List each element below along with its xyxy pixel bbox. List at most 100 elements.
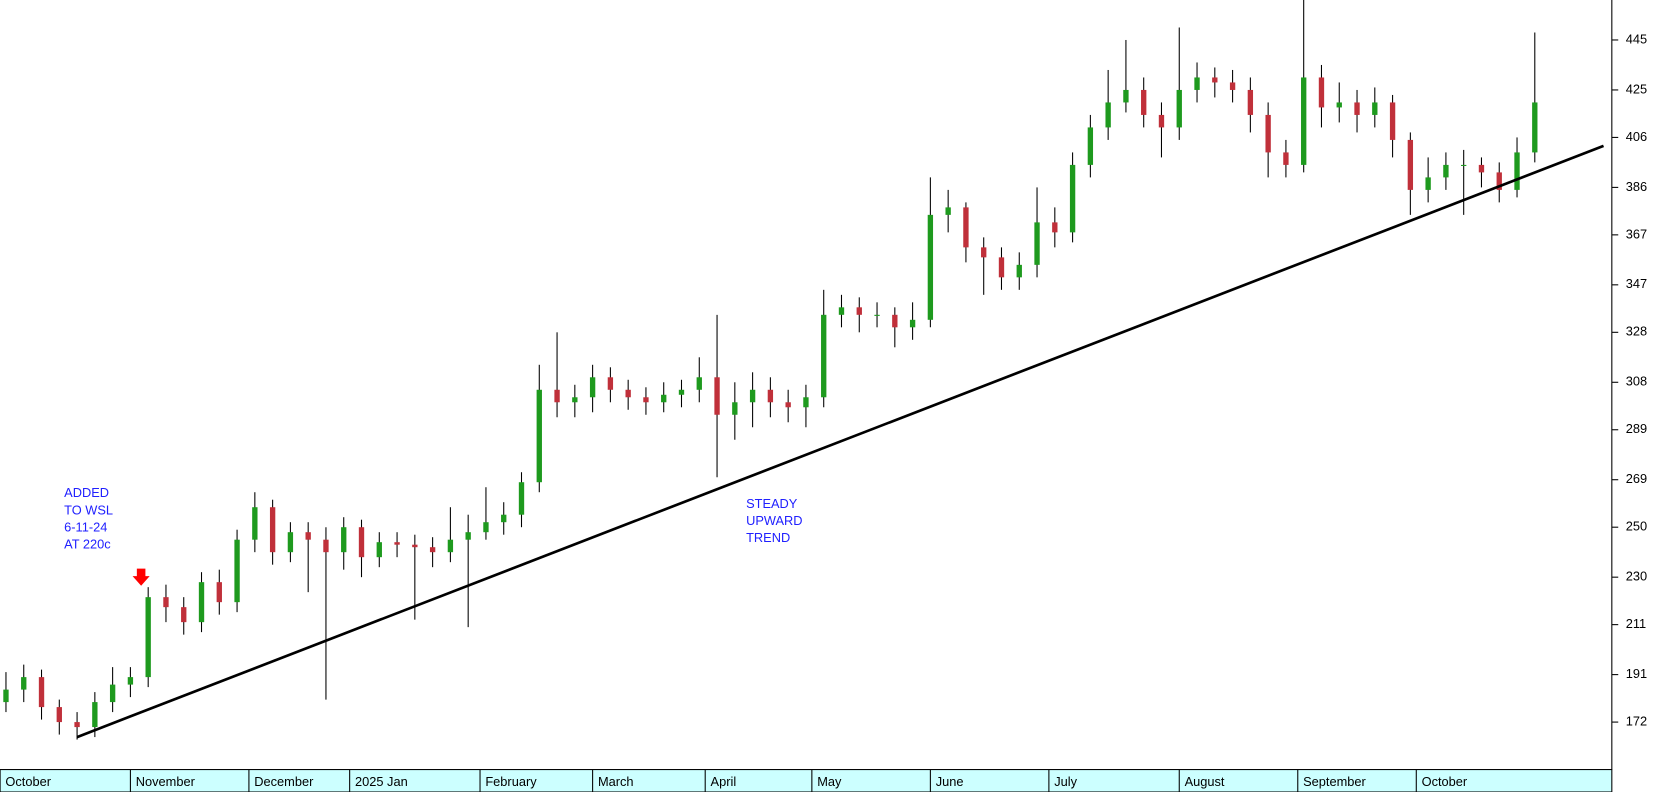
y-tick-label: 269 xyxy=(1626,471,1647,486)
candle-body xyxy=(572,397,578,403)
candle-body xyxy=(1105,102,1111,128)
candle-body xyxy=(838,307,845,315)
candle-body xyxy=(785,402,791,408)
candle-body xyxy=(3,689,9,703)
candle-body xyxy=(1194,77,1200,90)
candle-body xyxy=(1389,102,1396,140)
y-tick-label: 230 xyxy=(1626,569,1647,584)
candle-body xyxy=(945,207,951,215)
annotation-line: TO WSL xyxy=(64,502,113,517)
candle-body xyxy=(1141,89,1147,115)
x-tick-label: May xyxy=(817,774,842,789)
x-axis-band xyxy=(0,769,1613,792)
candle-body xyxy=(1532,102,1538,153)
x-tick-label: September xyxy=(1303,774,1366,789)
candle-body xyxy=(536,389,542,483)
annotation-line: 6-11-24 xyxy=(64,519,107,534)
candle-body xyxy=(607,377,614,390)
candle-body xyxy=(429,547,436,553)
annotation-line: STEADY xyxy=(746,496,798,511)
candle-body xyxy=(1407,139,1414,190)
annotation-line: ADDED xyxy=(64,485,109,500)
candle-body xyxy=(696,377,702,390)
candle-body xyxy=(1336,102,1342,108)
x-tick-label: April xyxy=(711,774,737,789)
candle-body xyxy=(287,532,294,553)
candle-body xyxy=(109,684,116,703)
candle-body xyxy=(181,607,187,623)
y-tick-label: 445 xyxy=(1626,31,1647,46)
x-tick-label: October xyxy=(5,774,51,789)
annotation-line: TREND xyxy=(746,530,790,545)
y-tick-label: 367 xyxy=(1626,226,1647,241)
y-tick-label: 211 xyxy=(1626,616,1646,631)
candle-body xyxy=(1229,82,1236,90)
candle-body xyxy=(1318,77,1325,108)
y-tick-label: 386 xyxy=(1626,179,1647,194)
x-tick-label: June xyxy=(936,774,964,789)
candle-body xyxy=(394,542,400,545)
candle-body xyxy=(323,539,329,553)
annotation-line: UPWARD xyxy=(746,513,802,528)
y-tick-label: 250 xyxy=(1626,519,1647,534)
y-tick-label: 328 xyxy=(1626,324,1647,339)
candle-body xyxy=(1069,164,1076,233)
candle-body xyxy=(92,702,98,728)
y-tick-label: 289 xyxy=(1626,421,1647,436)
candle-body xyxy=(661,394,667,403)
candle-body xyxy=(963,207,969,248)
x-tick-label: March xyxy=(598,774,634,789)
y-tick-label: 172 xyxy=(1626,713,1647,728)
candle-body xyxy=(269,507,276,553)
x-tick-label: December xyxy=(254,774,314,789)
candle-body xyxy=(127,677,134,685)
candle-body xyxy=(518,482,525,515)
buy-arrow xyxy=(132,568,150,586)
candle-body xyxy=(74,722,80,728)
candle-body xyxy=(198,582,205,623)
candle-body xyxy=(714,377,720,415)
candle-body xyxy=(216,582,222,603)
candle-body xyxy=(1372,102,1378,115)
y-tick-label: 425 xyxy=(1626,81,1647,96)
candle-body xyxy=(1425,177,1431,190)
candle-body xyxy=(234,539,240,603)
candle-body xyxy=(447,539,454,553)
candle-body xyxy=(21,677,27,690)
candle-body xyxy=(1443,164,1449,178)
y-tick-label: 406 xyxy=(1626,129,1647,144)
candle-body xyxy=(821,314,827,398)
candle-body xyxy=(376,542,382,558)
candle-body xyxy=(767,389,774,403)
candle-body xyxy=(589,377,596,398)
x-tick-label: 2025 Jan xyxy=(355,774,408,789)
candle-body xyxy=(341,527,347,553)
candle-body xyxy=(38,677,45,708)
candle-body xyxy=(749,389,756,403)
candle-body xyxy=(892,314,898,328)
candle-body xyxy=(1247,89,1254,115)
candle-body xyxy=(1461,164,1467,166)
candle-body xyxy=(1176,89,1182,128)
candle-body xyxy=(1514,152,1520,190)
x-tick-label: July xyxy=(1054,774,1077,789)
candle-body xyxy=(305,532,311,540)
x-tick-label: November xyxy=(136,774,196,789)
candle-body xyxy=(856,307,862,315)
trend-line xyxy=(76,144,1605,739)
candle-body xyxy=(554,389,560,403)
candle-body xyxy=(1283,152,1289,165)
candle-body xyxy=(501,514,507,523)
x-tick-label: February xyxy=(485,774,537,789)
candle-body xyxy=(625,389,631,398)
candle-body xyxy=(412,544,418,548)
x-tick-label: October xyxy=(1422,774,1468,789)
candle-body xyxy=(465,532,471,540)
candle-body xyxy=(732,402,738,415)
candle-body xyxy=(252,507,258,540)
candle-body xyxy=(909,319,916,328)
candle-body xyxy=(483,522,489,533)
candle-body xyxy=(1034,222,1040,265)
candle-body xyxy=(1212,77,1218,83)
